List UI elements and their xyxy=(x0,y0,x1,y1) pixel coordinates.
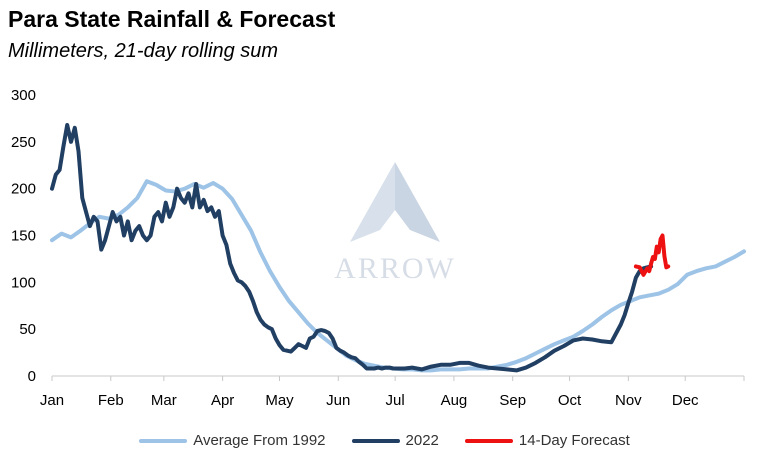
axes xyxy=(51,375,745,381)
x-tick-label: Apr xyxy=(211,392,234,409)
legend-item: 14-Day Forecast xyxy=(464,432,630,449)
series-line-2022 xyxy=(50,123,654,373)
legend-swatch xyxy=(464,438,513,443)
legend-item: 2022 xyxy=(351,432,439,449)
series-lines xyxy=(50,123,746,373)
legend: Average From 1992 2022 14-Day Forecast xyxy=(0,432,769,449)
x-tick-label: Jul xyxy=(386,392,405,409)
x-tick-label: Nov xyxy=(615,392,642,409)
watermark-logo-left xyxy=(350,162,395,242)
legend-label: 14-Day Forecast xyxy=(518,432,630,449)
x-tick-label: Jan xyxy=(40,392,64,409)
x-tick-label: Feb xyxy=(98,392,124,409)
y-tick-label: 150 xyxy=(11,228,36,245)
x-tick-label: Oct xyxy=(558,392,582,409)
series-line-14-day-forecast xyxy=(633,233,671,277)
y-tick-label: 200 xyxy=(11,181,36,198)
y-tick-labels: 0 50 100 150 200 250 300 xyxy=(11,87,36,385)
x-tick-label: Mar xyxy=(151,392,177,409)
y-tick-label: 300 xyxy=(11,87,36,104)
x-tick-label: May xyxy=(265,392,294,409)
y-tick-label: 100 xyxy=(11,274,36,291)
legend-label: Average From 1992 xyxy=(193,432,326,449)
chart-title: Para State Rainfall & Forecast xyxy=(8,6,336,32)
watermark-logo-right xyxy=(395,162,440,242)
y-tick-label: 0 xyxy=(28,368,36,385)
x-tick-label: Dec xyxy=(672,392,699,409)
x-tick-label: Jun xyxy=(326,392,350,409)
x-tick-label: Aug xyxy=(441,392,468,409)
x-tick-label: Sep xyxy=(499,392,526,409)
legend-swatch xyxy=(139,438,188,443)
legend-swatch xyxy=(351,438,400,443)
chart-subtitle: Millimeters, 21-day rolling sum xyxy=(8,40,279,62)
x-tick-labels: Jan Feb Mar Apr May Jun Jul Aug Sep Oct Nov Dec xyxy=(40,392,699,409)
arrow-watermark: ARROW xyxy=(334,162,456,285)
legend-item: Average From 1992 xyxy=(139,432,326,449)
y-tick-label: 50 xyxy=(19,321,36,338)
y-tick-label: 250 xyxy=(11,134,36,151)
watermark-text: ARROW xyxy=(334,252,456,285)
legend-label: 2022 xyxy=(405,432,439,449)
